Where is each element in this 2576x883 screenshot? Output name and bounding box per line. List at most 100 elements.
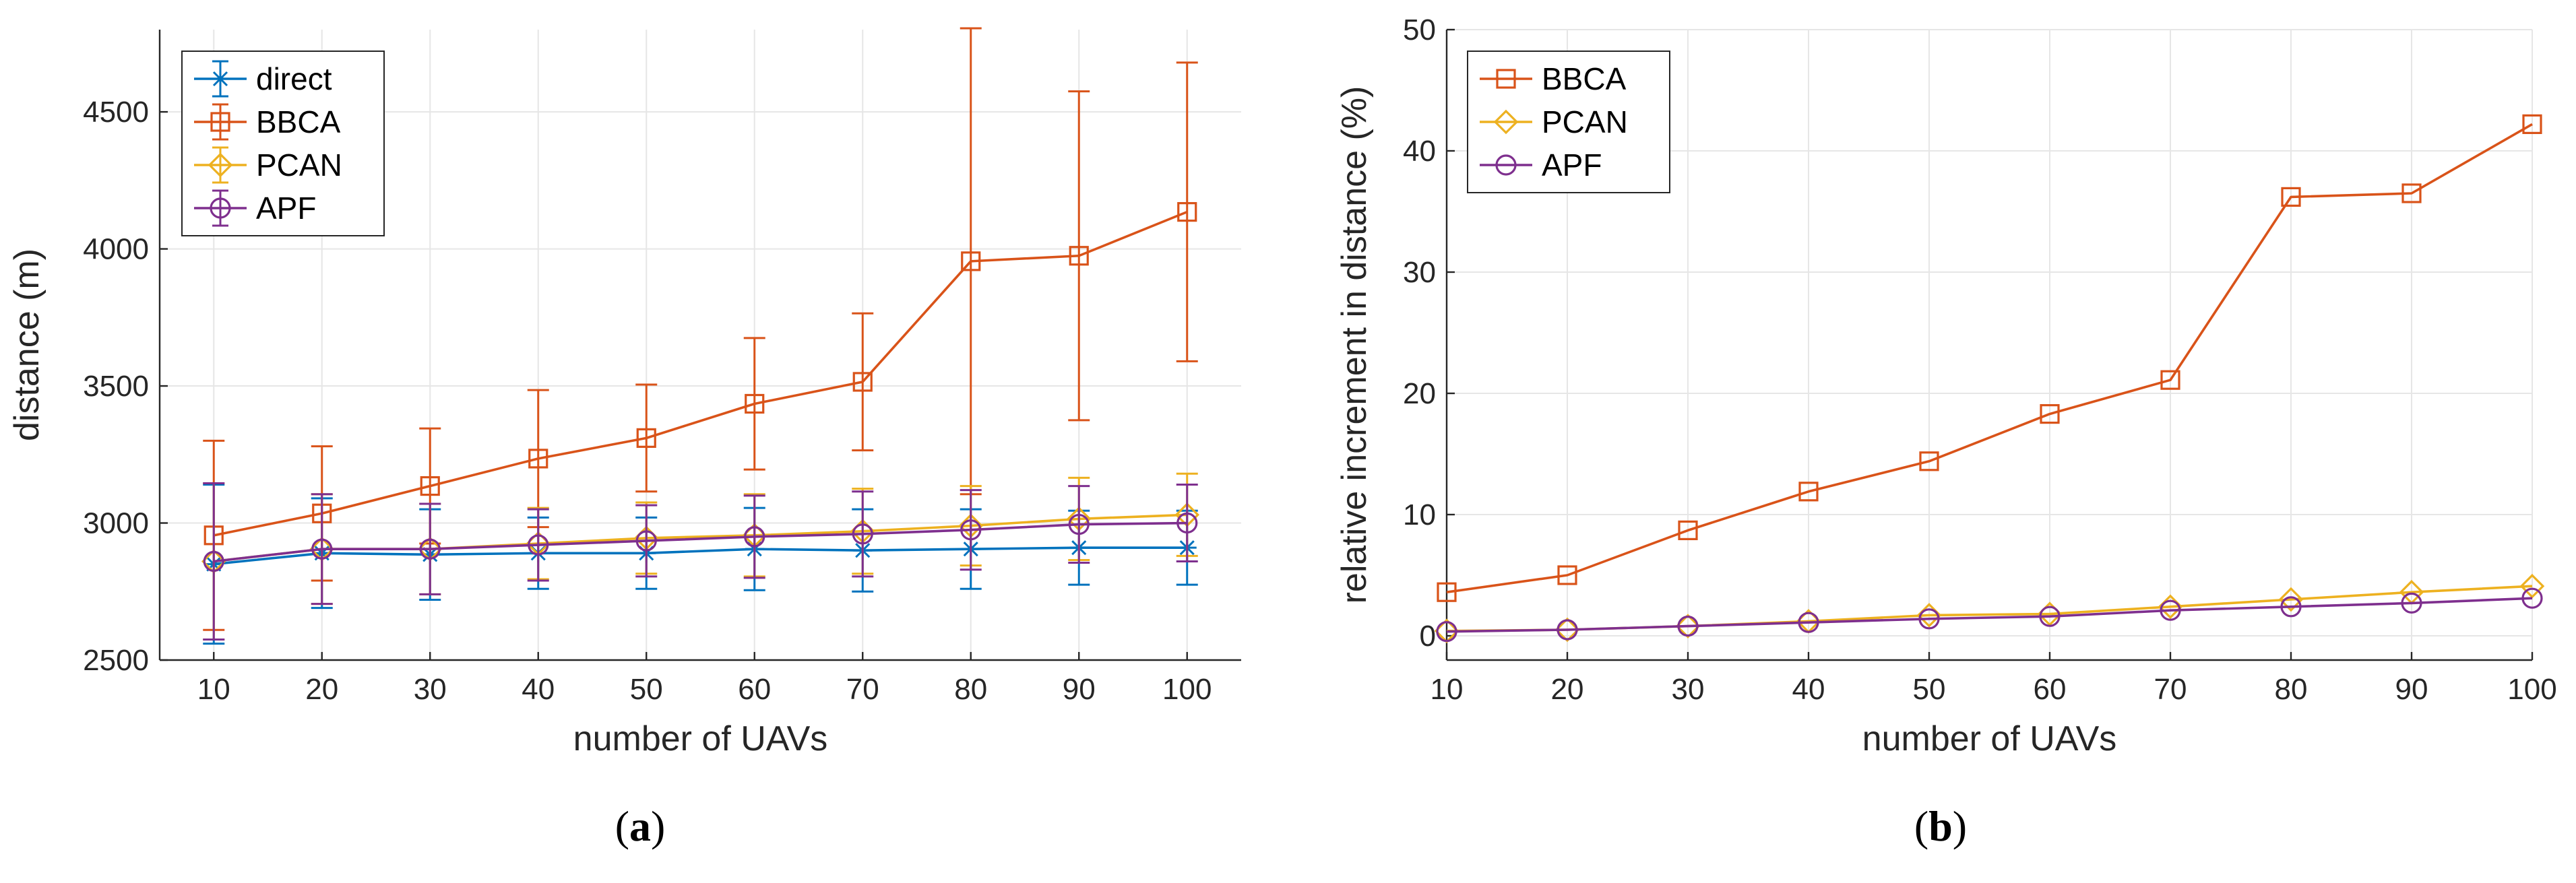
y-tick-label: 3500	[83, 370, 149, 403]
y-tick-label: 3000	[83, 507, 149, 540]
legend-swatch-marker	[1495, 154, 1517, 176]
legend-label-pcan: PCAN	[1542, 104, 1628, 139]
data-point	[1069, 246, 1089, 266]
data-point	[1557, 619, 1578, 641]
data-point	[961, 251, 981, 271]
data-point	[2401, 183, 2422, 203]
series-line	[1446, 597, 2533, 633]
y-tick-label: 0	[1420, 620, 1436, 653]
caption-paren-open: (	[1914, 802, 1928, 850]
data-point	[1177, 202, 1197, 222]
x-tick-label: 30	[414, 673, 447, 706]
x-tick-label: 60	[2034, 673, 2067, 706]
y-tick-label: 50	[1403, 13, 1436, 46]
data-point	[1437, 582, 1457, 602]
data-point	[1678, 520, 1698, 541]
x-tick-label: 40	[522, 673, 555, 706]
data-point	[2522, 114, 2542, 134]
caption-paren-close: )	[651, 802, 665, 850]
y-axis-label: relative increment in distance (%)	[1335, 86, 1374, 604]
data-point	[745, 393, 765, 414]
data-point	[852, 372, 873, 392]
data-point	[1798, 482, 1819, 502]
data-point	[636, 428, 656, 448]
data-point	[1798, 612, 1819, 633]
legend-swatch-marker	[1496, 69, 1516, 89]
y-tick-label: 4500	[83, 96, 149, 129]
caption-paren-close: )	[1953, 802, 1967, 850]
legend-swatch-marker	[1493, 109, 1519, 135]
panel-a-chart: 10 20 30 40 50 60 70 80 90 100 2500 3000 3500 4000 450…	[7, 27, 1241, 850]
panel-caption: (b)	[1914, 802, 1967, 850]
legend-label-apf: APF	[1542, 148, 1602, 183]
data-point	[203, 550, 224, 573]
series-line	[1446, 123, 2533, 593]
x-axis-label: number of UAVs	[1862, 719, 2117, 758]
data-point	[2160, 370, 2180, 390]
x-tick-label: 20	[1551, 673, 1584, 706]
series-line	[214, 521, 1187, 563]
x-tick-label: 100	[2507, 673, 2556, 706]
data-point	[311, 538, 333, 560]
panel-caption: (a)	[615, 802, 666, 850]
data-point	[1554, 617, 1580, 643]
data-point	[2039, 606, 2061, 627]
y-tick-label: 30	[1403, 256, 1436, 289]
x-tick-label: 60	[738, 673, 771, 706]
x-tick-label: 90	[2395, 673, 2428, 706]
x-tick-label: 70	[846, 673, 879, 706]
series-bbca	[1437, 114, 2542, 602]
data-point	[2281, 187, 2301, 207]
x-tick-label: 80	[2275, 673, 2308, 706]
series-line	[1446, 585, 2533, 632]
legend-swatch-marker	[210, 197, 231, 219]
x-tick-label: 80	[954, 673, 987, 706]
data-point	[1068, 513, 1090, 535]
legend-label-apf: APF	[256, 191, 316, 226]
x-tick-label: 10	[197, 673, 230, 706]
legend: direct BBCA PCAN APF	[181, 51, 385, 236]
x-tick-label: 70	[2154, 673, 2187, 706]
series-direct	[203, 484, 1198, 645]
data-point	[2521, 587, 2543, 609]
data-point	[1436, 621, 1457, 643]
y-tick-label: 10	[1403, 498, 1436, 531]
data-point	[1918, 608, 1940, 630]
caption-paren-open: (	[615, 802, 629, 850]
series-line	[214, 546, 1187, 566]
data-point	[2278, 587, 2304, 612]
series-pcan	[1434, 573, 2545, 644]
legend: BBCA PCAN APF	[1467, 51, 1670, 193]
series-apf	[203, 482, 1198, 641]
x-tick-label: 30	[1672, 673, 1705, 706]
y-tick-label: 2500	[83, 644, 149, 677]
x-tick-label: 10	[1431, 673, 1464, 706]
data-point	[2160, 599, 2181, 621]
legend-box	[181, 51, 385, 236]
data-point	[1677, 615, 1699, 637]
y-tick-label: 40	[1403, 135, 1436, 168]
data-point	[1557, 565, 1577, 585]
legend-swatch-marker	[208, 152, 233, 178]
y-axis-label: distance (m)	[7, 249, 46, 441]
data-point	[1176, 512, 1198, 534]
legend-swatch-marker	[210, 112, 230, 132]
panel-b-chart: 10 20 30 40 50 60 70 80 90 100 0 10 20 30 40 50 number o…	[1335, 13, 2557, 850]
x-tick-label: 20	[305, 673, 338, 706]
data-point	[420, 476, 440, 496]
data-point	[1675, 614, 1701, 639]
caption-letter: b	[1928, 802, 1953, 850]
x-tick-label: 100	[1162, 673, 1212, 706]
x-axis-label: number of UAVs	[573, 719, 828, 758]
data-point	[2280, 596, 2302, 618]
data-point	[2519, 573, 2545, 599]
y-tick-label: 20	[1403, 377, 1436, 410]
legend-label-direct: direct	[256, 61, 332, 96]
legend-label-pcan: PCAN	[256, 148, 342, 183]
x-tick-label: 50	[630, 673, 663, 706]
data-point	[1919, 451, 1939, 471]
legend-label-bbca: BBCA	[1542, 61, 1627, 96]
data-point	[744, 526, 765, 548]
data-point	[2401, 592, 2422, 614]
